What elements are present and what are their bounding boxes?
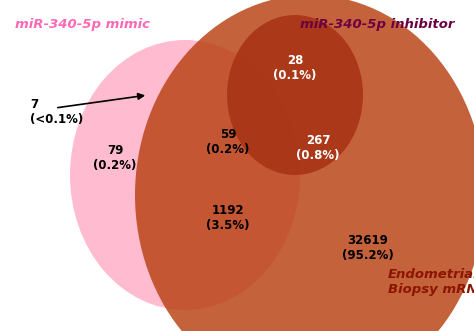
Ellipse shape <box>227 15 363 175</box>
Text: 1192
(3.5%): 1192 (3.5%) <box>206 204 250 232</box>
Text: 7
(<0.1%): 7 (<0.1%) <box>30 98 83 126</box>
Text: 79
(0.2%): 79 (0.2%) <box>93 144 137 172</box>
Ellipse shape <box>135 0 474 331</box>
Text: 59
(0.2%): 59 (0.2%) <box>206 128 250 156</box>
Ellipse shape <box>70 40 300 310</box>
Text: 267
(0.8%): 267 (0.8%) <box>296 134 340 162</box>
Text: Endometrial
Biopsy mRNA: Endometrial Biopsy mRNA <box>388 268 474 296</box>
Text: miR-340-5p mimic: miR-340-5p mimic <box>15 18 150 31</box>
Text: miR-340-5p inhibitor: miR-340-5p inhibitor <box>300 18 455 31</box>
Text: 28
(0.1%): 28 (0.1%) <box>273 54 317 82</box>
Text: 32619
(95.2%): 32619 (95.2%) <box>342 234 394 262</box>
